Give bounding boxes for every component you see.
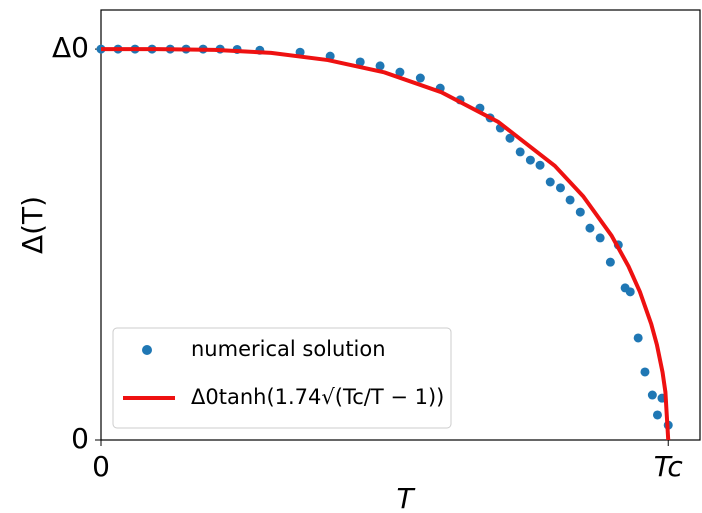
y-tick-label: Δ0 — [52, 31, 89, 64]
data-point — [535, 160, 545, 170]
data-point — [545, 177, 555, 187]
data-point — [505, 133, 515, 143]
data-point — [640, 367, 650, 377]
fit-line — [100, 47, 671, 441]
data-point — [625, 287, 635, 297]
data-point — [575, 207, 585, 217]
legend-marker — [142, 345, 152, 355]
legend-label: Δ0tanh(1.74√(Tc/T − 1)) — [191, 385, 444, 409]
data-point — [647, 390, 657, 400]
data-point — [415, 73, 425, 83]
data-point — [395, 67, 405, 77]
legend-box — [112, 327, 452, 429]
data-point — [633, 333, 643, 343]
data-point — [375, 61, 385, 71]
data-point — [515, 147, 525, 157]
x-tick-label: 0 — [92, 450, 110, 483]
data-point — [565, 195, 575, 205]
data-point — [525, 155, 535, 165]
x-tick-label: Tc — [654, 450, 684, 483]
data-point — [355, 57, 365, 67]
data-point — [595, 233, 605, 243]
y-axis-label: Δ(T) — [16, 196, 49, 254]
plot-frame — [100, 9, 701, 441]
data-point — [555, 183, 565, 193]
y-tick-label: 0 — [71, 422, 89, 455]
data-point — [652, 410, 662, 420]
data-point — [605, 257, 615, 267]
legend-label: numerical solution — [191, 337, 386, 361]
data-point — [585, 223, 595, 233]
x-axis-label: T — [396, 482, 415, 513]
